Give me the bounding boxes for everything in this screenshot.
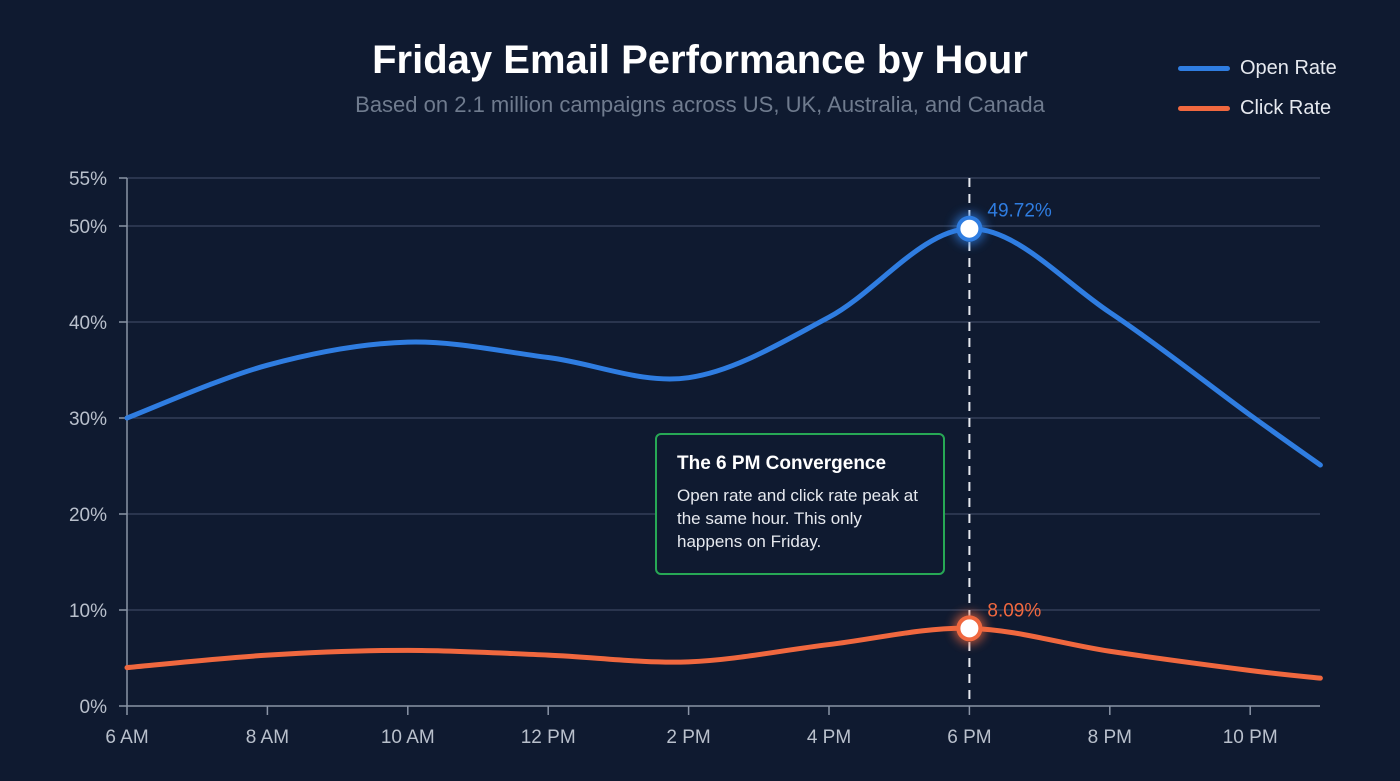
peak-label-click-rate: 8.09% [987, 600, 1041, 621]
legend-swatch-click-rate [1178, 105, 1230, 111]
y-tick-label: 10% [69, 601, 107, 622]
callout-box: The 6 PM Convergence Open rate and click… [655, 433, 945, 575]
peak-label-open-rate: 49.72% [987, 201, 1052, 222]
series-line-click-rate [124, 625, 1323, 681]
y-tick-label: 20% [69, 505, 107, 526]
callout-title: The 6 PM Convergence [677, 453, 887, 474]
x-tick-label: 2 PM [666, 727, 710, 748]
legend-label-click-rate: Click Rate [1240, 96, 1332, 119]
chart-subtitle: Based on 2.1 million campaigns across US… [355, 92, 1045, 117]
legend-label-open-rate: Open Rate [1240, 56, 1337, 79]
y-tick-label: 0% [80, 697, 108, 718]
x-tick-label: 12 PM [521, 727, 576, 748]
callout-body: Open rate and click rate peak at the sam… [677, 486, 918, 551]
x-tick-label: 6 AM [105, 727, 148, 748]
legend-item-open-rate: Open Rate [1178, 48, 1337, 88]
x-tick-label: 8 PM [1088, 727, 1132, 748]
legend-item-click-rate: Click Rate [1178, 88, 1337, 128]
series-line-open-rate [124, 226, 1323, 468]
x-tick-label: 8 AM [246, 727, 289, 748]
legend: Open Rate Click Rate [1178, 48, 1337, 128]
y-tick-label: 30% [69, 409, 107, 430]
x-tick-label: 4 PM [807, 727, 851, 748]
x-tick-label: 6 PM [947, 727, 991, 748]
y-tick-label: 50% [69, 217, 107, 238]
chart-title: Friday Email Performance by Hour [372, 38, 1028, 82]
x-tick-label: 10 PM [1223, 727, 1278, 748]
y-tick-label: 40% [69, 313, 107, 334]
y-tick-label: 55% [69, 169, 107, 190]
x-tick-label: 10 AM [381, 727, 435, 748]
legend-swatch-open-rate [1178, 65, 1230, 71]
peak-point-open-rate [956, 215, 983, 242]
peak-point-click-rate [956, 615, 983, 642]
